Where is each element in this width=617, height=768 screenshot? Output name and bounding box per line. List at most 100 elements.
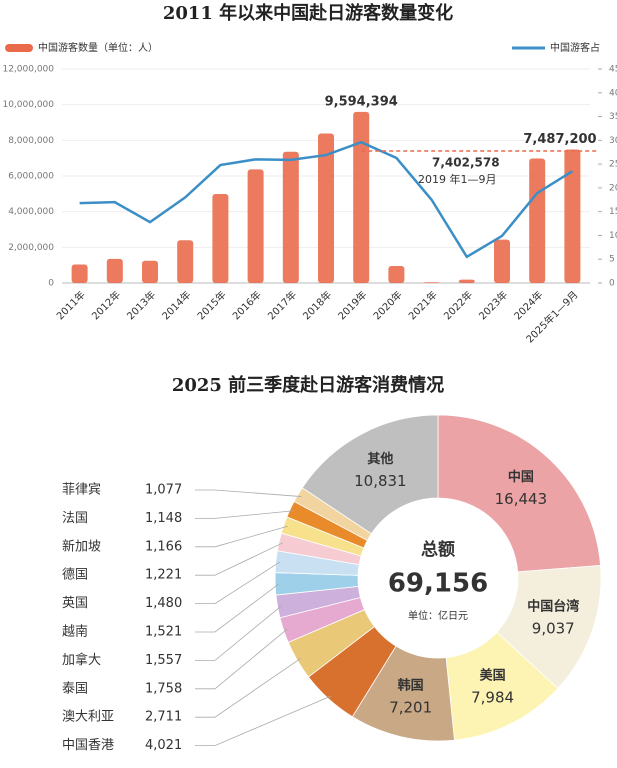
x-tick-label: 2021年 <box>406 288 440 322</box>
slice-value: 10,831 <box>354 472 407 490</box>
y-tick-label: 0 <box>48 279 54 289</box>
y-tick-label: 8,000,000 <box>8 136 54 146</box>
list-value: 1,758 <box>145 681 182 696</box>
slice-label: 美国 <box>480 668 506 684</box>
y-tick-label: 2,000,000 <box>8 243 54 253</box>
list-label: 澳大利亚 <box>62 709 114 725</box>
y2-tick-label: 20 <box>609 183 617 193</box>
leader-line <box>195 583 280 633</box>
list-label: 英国 <box>62 596 88 611</box>
list-value: 1,166 <box>145 539 182 554</box>
leader-line <box>195 510 294 519</box>
x-tick-label: 2022年 <box>441 288 475 322</box>
leader-line <box>195 657 301 718</box>
list-label: 泰国 <box>62 681 88 696</box>
slice-label: 韩国 <box>398 677 424 693</box>
list-value: 1,521 <box>145 625 182 640</box>
x-tick-label: 2013年 <box>124 288 158 322</box>
annotation: 2019 年1—9月 <box>418 172 497 186</box>
y2-tick-label: 35 <box>609 112 617 122</box>
list-label: 法国 <box>62 511 88 526</box>
bar <box>247 169 264 283</box>
list-label: 菲律宾 <box>62 482 101 498</box>
bar <box>212 194 229 283</box>
list-label: 越南 <box>62 624 88 640</box>
x-tick-label: 2017年 <box>265 288 299 322</box>
legend-label: 中国游客数量（单位：人） <box>38 41 158 54</box>
leader-line <box>195 542 284 576</box>
chart-title: 2011 年以来中国赴日游客数量变化 <box>163 2 453 24</box>
y2-tick-label: 45 <box>609 65 617 75</box>
y-tick-label: 10,000,000 <box>2 100 54 110</box>
x-tick-label: 2024年 <box>511 288 545 322</box>
y2-tick-label: 30 <box>609 136 617 146</box>
bar <box>494 239 510 283</box>
center-title: 总额 <box>421 539 455 560</box>
annotation: 7,402,578 <box>432 155 500 169</box>
leader-line <box>195 561 281 604</box>
pie-slice <box>437 414 601 573</box>
y-tick-label: 6,000,000 <box>8 172 54 182</box>
leader-line <box>195 605 282 661</box>
x-tick-label: 2011年 <box>54 288 88 322</box>
list-value: 1,221 <box>145 568 182 583</box>
x-tick-label: 2015年 <box>194 288 228 322</box>
y2-tick-label: 0 <box>609 279 615 289</box>
legend-label: 中国游客占 <box>550 41 600 54</box>
list-value: 1,480 <box>145 596 182 611</box>
list-value: 1,557 <box>145 653 182 668</box>
slice-label: 中国台湾 <box>527 598 579 614</box>
x-tick-label: 2019年 <box>335 288 369 322</box>
bar <box>71 264 88 283</box>
leader-line <box>195 628 288 690</box>
x-tick-label: 2012年 <box>89 288 123 322</box>
bar <box>353 111 370 284</box>
leader-line <box>195 525 288 548</box>
leader-line <box>195 695 332 746</box>
slice-value: 7,984 <box>471 689 514 707</box>
y2-tick-label: 40 <box>609 88 617 98</box>
list-value: 2,711 <box>145 710 182 725</box>
y-tick-label: 4,000,000 <box>8 207 54 217</box>
list-label: 加拿大 <box>62 652 101 668</box>
slice-label: 其他 <box>367 451 393 467</box>
bar <box>177 240 194 283</box>
bar <box>106 258 123 283</box>
slice-value: 9,037 <box>532 619 575 637</box>
bar <box>282 151 299 283</box>
list-label: 新加坡 <box>62 538 101 554</box>
list-label: 中国香港 <box>62 738 114 753</box>
list-label: 德国 <box>62 568 88 583</box>
y-tick-label: 12,000,000 <box>2 65 54 75</box>
list-value: 1,077 <box>145 483 182 498</box>
x-tick-label: 2016年 <box>230 288 264 322</box>
bar <box>564 149 581 283</box>
slice-value: 16,443 <box>495 490 548 508</box>
y2-tick-label: 5 <box>609 255 615 265</box>
pie-slice <box>301 414 439 535</box>
x-tick-label: 2014年 <box>159 288 193 322</box>
y2-tick-label: 10 <box>609 231 617 241</box>
unit: 单位：亿日元 <box>408 609 468 622</box>
bar <box>529 158 546 283</box>
bar <box>458 279 475 283</box>
line <box>79 140 574 259</box>
bar <box>142 260 158 283</box>
x-tick-label: 2023年 <box>476 288 510 322</box>
slice-value: 7,201 <box>389 698 432 716</box>
value-label: 9,594,394 <box>325 94 398 109</box>
legend-swatch <box>5 44 33 52</box>
list-value: 1,148 <box>145 511 182 526</box>
slice-label: 中国 <box>508 469 534 485</box>
bar <box>423 282 440 283</box>
leader-line <box>195 489 302 497</box>
bar <box>318 133 334 283</box>
y2-tick-label: 15 <box>609 207 617 217</box>
x-tick-label: 2018年 <box>300 288 334 322</box>
y2-tick-label: 25 <box>609 160 617 170</box>
value-label: 7,487,200 <box>523 132 596 147</box>
list-value: 4,021 <box>145 738 182 753</box>
bar <box>388 266 405 283</box>
